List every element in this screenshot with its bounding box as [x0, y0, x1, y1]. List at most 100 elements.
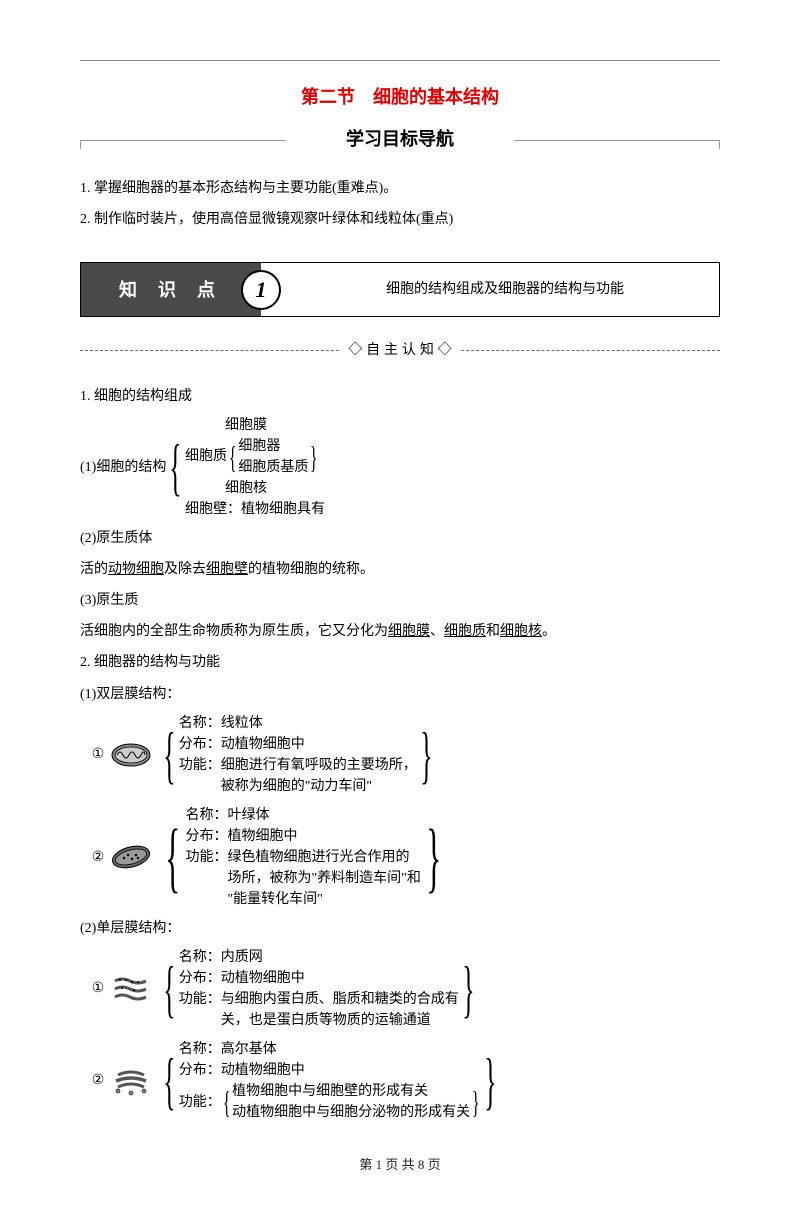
- kp-label-text: 知 识 点: [119, 274, 223, 306]
- sec1-heading: 1. 细胞的结构组成: [80, 384, 720, 409]
- sub3-sep1: 、: [430, 624, 444, 639]
- sub2-post: 的植物细胞的统称。: [248, 562, 374, 577]
- dm-heading: (1)双层膜结构：: [80, 682, 720, 707]
- mitochondrion-icon: [106, 741, 156, 769]
- struct-level1: 细胞膜 细胞质 { 细胞器 细胞质基质 } 细胞核 细胞壁：植物细胞具有: [185, 415, 325, 520]
- struct-l1b-c2: 细胞质基质: [238, 457, 308, 478]
- brace-right-icon: }: [420, 736, 432, 774]
- brace-icon: {: [163, 736, 175, 774]
- subtitle: 学习目标导航: [336, 123, 464, 155]
- brace-small-right-icon: }: [472, 1091, 480, 1113]
- golgi-name: 名称：高尔基体: [179, 1039, 482, 1060]
- golgi-apparatus-icon: [106, 1065, 156, 1097]
- chloro-dist: 分布：植物细胞中: [185, 826, 420, 847]
- golgi-func-row: 功能： { 植物细胞中与细胞壁的形成有关 动植物细胞中与细胞分泌物的形成有关 }: [179, 1081, 482, 1123]
- mito-dist: 分布：动植物细胞中: [179, 734, 417, 755]
- footer-post: 页: [424, 1157, 440, 1172]
- endoplasmic-reticulum-icon: [106, 973, 156, 1005]
- brace-small-icon: {: [223, 1091, 231, 1113]
- page: 第二节 细胞的基本结构 学习目标导航 1. 掌握细胞器的基本形态结构与主要功能(…: [0, 0, 800, 1216]
- sub2-pre: 活的: [80, 562, 108, 577]
- objectives: 1. 掌握细胞器的基本形态结构与主要功能(重难点)。 2. 制作临时装片，使用高…: [80, 176, 720, 232]
- chloro-details: 名称：叶绿体 分布：植物细胞中 功能：绿色植物细胞进行光合作用的 场所，被称为"…: [185, 805, 420, 910]
- sub3-post: 。: [542, 624, 556, 639]
- struct-l1c: 细胞核: [225, 478, 325, 499]
- mito-name: 名称：线粒体: [179, 713, 417, 734]
- chloro-func2: 场所，被称为"养料制造车间"和: [185, 868, 420, 889]
- golgi-func-stack: 植物细胞中与细胞壁的形成有关 动植物细胞中与细胞分泌物的形成有关: [232, 1081, 470, 1123]
- page-footer: 第 1 页 共 8 页: [80, 1153, 720, 1176]
- golgi-details: 名称：高尔基体 分布：动植物细胞中 功能： { 植物细胞中与细胞壁的形成有关 动…: [179, 1039, 482, 1123]
- footer-pre: 第: [359, 1157, 375, 1172]
- brace-icon: {: [170, 448, 182, 486]
- struct-tree: (1)细胞的结构 { 细胞膜 细胞质 { 细胞器 细胞质基质 } 细胞核 细胞壁…: [80, 415, 720, 520]
- brace-right-icon: }: [485, 1062, 497, 1100]
- sec2-heading: 2. 细胞器的结构与功能: [80, 650, 720, 675]
- chloro-func3: "能量转化车间": [185, 889, 420, 910]
- struct-l1a: 细胞膜: [225, 415, 325, 436]
- mito-details: 名称：线粒体 分布：动植物细胞中 功能：细胞进行有氧呼吸的主要场所， 被称为细胞…: [179, 713, 417, 797]
- er-name: 名称：内质网: [179, 947, 459, 968]
- sub3-text: 活细胞内的全部生命物质称为原生质，它又分化为细胞膜、细胞质和细胞核。: [80, 619, 720, 644]
- mito-func1: 功能：细胞进行有氧呼吸的主要场所，: [179, 755, 417, 776]
- sub2-u2: 细胞壁: [206, 562, 248, 577]
- struct-l1b-children: 细胞器 细胞质基质: [238, 436, 308, 478]
- golgi-idx: ②: [90, 1068, 106, 1093]
- section-title: 第二节 细胞的基本结构: [80, 81, 720, 113]
- footer-mid: 页 共: [382, 1157, 418, 1172]
- er-dist: 分布：动植物细胞中: [179, 968, 459, 989]
- golgi-dist: 分布：动植物细胞中: [179, 1060, 482, 1081]
- divider-left: [80, 140, 286, 149]
- organelle-chloro: ② { 名称：叶绿体 分布：植物细胞中 功能：绿色植物细胞进行光合作用的 场所，…: [90, 805, 720, 910]
- struct-l1b: 细胞质: [185, 446, 227, 467]
- kp-title: 细胞的结构组成及细胞器的结构与功能: [261, 263, 719, 316]
- chloro-func1: 功能：绿色植物细胞进行光合作用的: [185, 847, 420, 868]
- golgi-func-b: 动植物细胞中与细胞分泌物的形成有关: [232, 1102, 470, 1123]
- chloro-idx: ②: [90, 845, 106, 870]
- organelle-mito: ① { 名称：线粒体 分布：动植物细胞中 功能：细胞进行有氧呼吸的主要场所， 被…: [90, 713, 720, 797]
- sub2-u1: 动物细胞: [108, 562, 164, 577]
- brace-icon: {: [163, 970, 175, 1008]
- subtitle-wrap: 学习目标导航: [80, 123, 720, 155]
- er-func2: 关，也是蛋白质等物质的运输通道: [179, 1010, 459, 1031]
- knowledge-point-box: 知 识 点 1 细胞的结构组成及细胞器的结构与功能: [80, 262, 720, 317]
- kp-number-circle: 1: [241, 270, 281, 310]
- sub2-mid: 及除去: [164, 562, 206, 577]
- kp-label: 知 识 点 1: [81, 263, 261, 316]
- sub3-u3: 细胞核: [500, 624, 542, 639]
- objective-1: 1. 掌握细胞器的基本形态结构与主要功能(重难点)。: [80, 176, 720, 201]
- organelle-golgi: ② { 名称：高尔基体 分布：动植物细胞中 功能： {: [90, 1039, 720, 1123]
- brace-right-icon: }: [426, 834, 441, 881]
- organelle-er: ① { 名称：内质网 分布：动植物细胞中 功能：与细胞内蛋白质、脂质和糖类的合成…: [90, 947, 720, 1031]
- golgi-func-a: 植物细胞中与细胞壁的形成有关: [232, 1081, 470, 1102]
- er-func1: 功能：与细胞内蛋白质、脂质和糖类的合成有: [179, 989, 459, 1010]
- brace-right-icon: }: [462, 970, 474, 1008]
- content: 1. 细胞的结构组成 (1)细胞的结构 { 细胞膜 细胞质 { 细胞器 细胞质基…: [80, 384, 720, 1124]
- golgi-func-label: 功能：: [179, 1092, 221, 1113]
- self-learn-divider: ◇ 自 主 认 知 ◇: [80, 337, 720, 363]
- sub2-text: 活的动物细胞及除去细胞壁的植物细胞的统称。: [80, 557, 720, 582]
- divider-right: [514, 140, 720, 149]
- sm-heading: (2)单层膜结构：: [80, 916, 720, 941]
- self-learn-label: ◇ 自 主 认 知 ◇: [340, 341, 459, 357]
- sub3-heading: (3)原生质: [80, 588, 720, 613]
- struct-l1d: 细胞壁：植物细胞具有: [185, 499, 325, 520]
- chloroplast-icon: [106, 843, 156, 871]
- brace-small-icon: {: [229, 446, 237, 468]
- er-idx: ①: [90, 976, 106, 1001]
- sub3-and: 和: [486, 624, 500, 639]
- objective-2: 2. 制作临时装片，使用高倍显微镜观察叶绿体和线粒体(重点): [80, 207, 720, 232]
- mito-idx: ①: [90, 742, 106, 767]
- brace-icon: {: [165, 834, 180, 881]
- struct-root: (1)细胞的结构: [80, 455, 166, 480]
- kp-number: 1: [256, 270, 267, 310]
- sub3-u1: 细胞膜: [388, 624, 430, 639]
- sub3-u2: 细胞质: [444, 624, 486, 639]
- top-rule: [80, 60, 720, 61]
- sub2-heading: (2)原生质体: [80, 526, 720, 551]
- mito-func2: 被称为细胞的"动力车间": [179, 776, 417, 797]
- sub3-pre: 活细胞内的全部生命物质称为原生质，它又分化为: [80, 624, 388, 639]
- brace-icon: {: [163, 1062, 175, 1100]
- struct-l1b-row: 细胞质 { 细胞器 细胞质基质 }: [185, 436, 325, 478]
- struct-l1b-c1: 细胞器: [238, 436, 308, 457]
